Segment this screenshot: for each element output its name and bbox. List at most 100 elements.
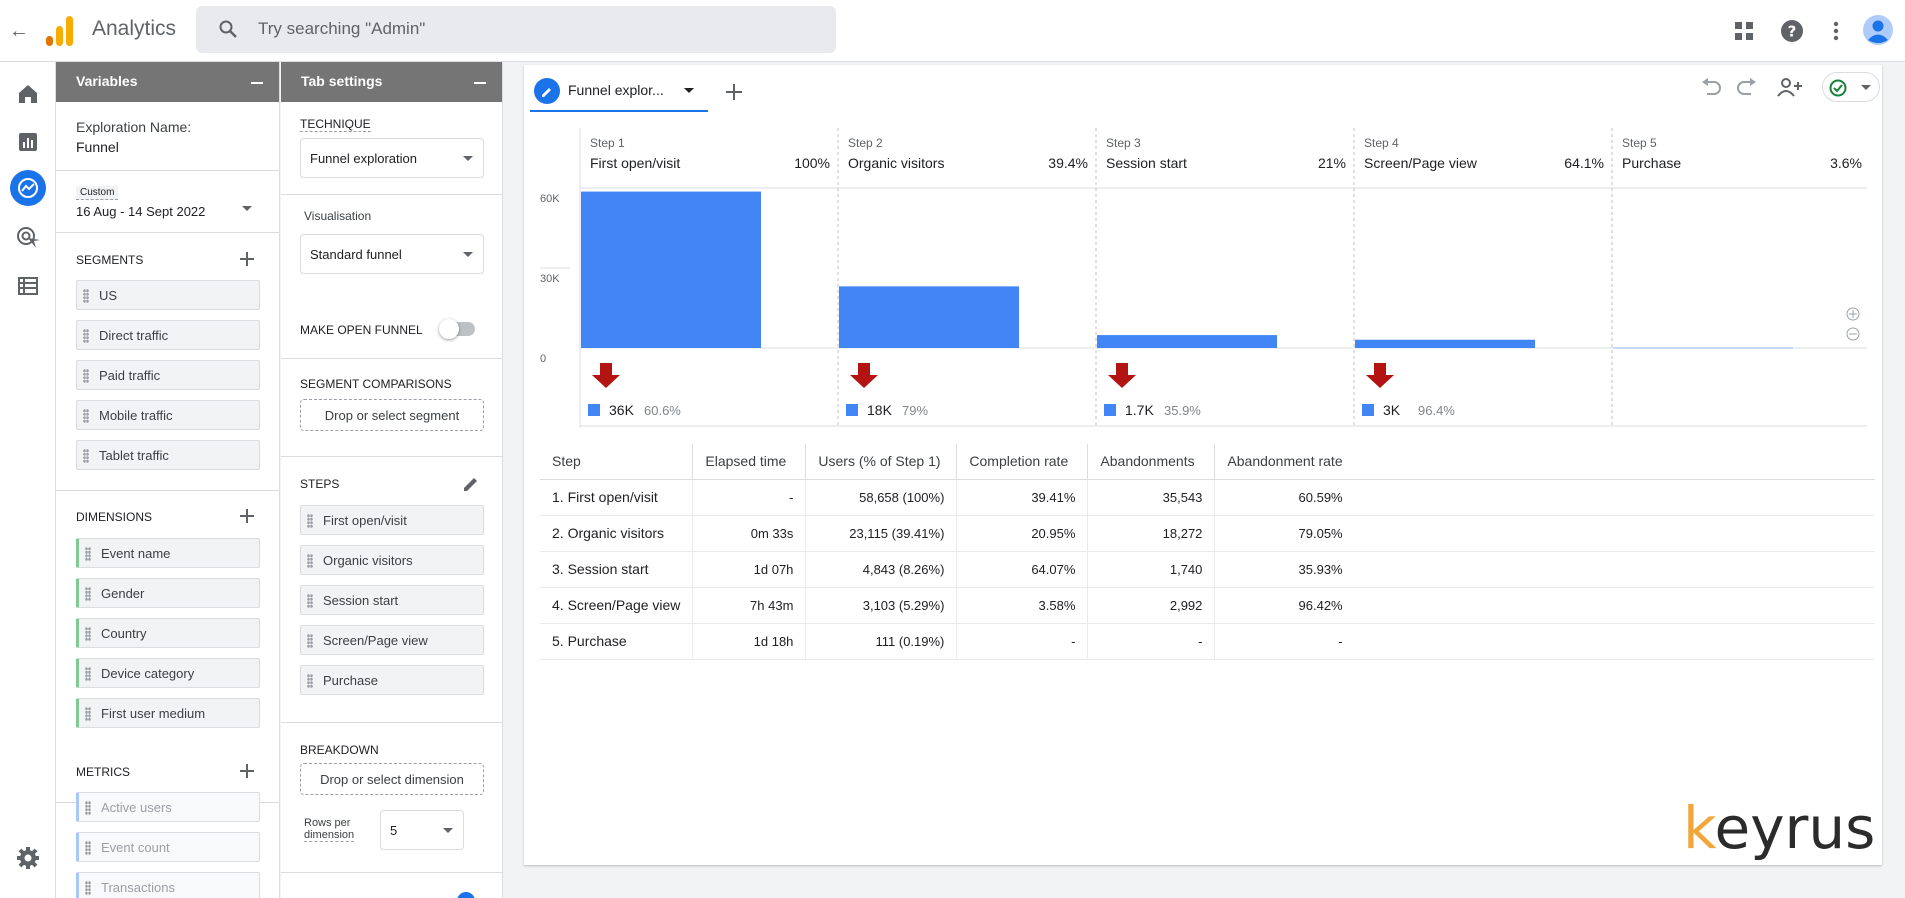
- segment-chip[interactable]: Direct traffic: [76, 320, 260, 350]
- account-avatar-icon[interactable]: [1862, 14, 1894, 46]
- segment-chip[interactable]: Mobile traffic: [76, 400, 260, 430]
- dimension-chip[interactable]: First user medium: [76, 698, 260, 728]
- advertising-icon[interactable]: [14, 224, 42, 252]
- dimension-chip[interactable]: Event name: [76, 538, 260, 568]
- more-vert-icon[interactable]: [1822, 17, 1850, 45]
- table-cell: 1d 18h: [692, 623, 806, 660]
- segment-chip[interactable]: US: [76, 280, 260, 310]
- left-nav-rail: [0, 62, 56, 898]
- apps-grid-icon[interactable]: [1730, 17, 1758, 45]
- share-add-user-icon[interactable]: [1774, 76, 1804, 98]
- exploration-name-field[interactable]: Funnel: [76, 139, 119, 155]
- drag-handle-icon[interactable]: [85, 547, 91, 561]
- table-cell: -: [692, 479, 806, 516]
- y-tick-label: 60K: [540, 193, 560, 205]
- drag-handle-icon[interactable]: [83, 409, 89, 423]
- drag-handle-icon[interactable]: [83, 369, 89, 383]
- search-input[interactable]: [258, 16, 798, 42]
- zoom-out-icon[interactable]: [1846, 327, 1860, 341]
- step-chip[interactable]: Organic visitors: [300, 545, 484, 575]
- abandon-value: 3K: [1383, 402, 1401, 418]
- save-status-button[interactable]: [1822, 72, 1880, 102]
- metric-chip-label: Active users: [101, 800, 172, 815]
- configure-list-icon[interactable]: [14, 272, 42, 300]
- drag-handle-icon[interactable]: [85, 881, 91, 895]
- explore-icon[interactable]: [10, 170, 46, 206]
- dimension-chip[interactable]: Gender: [76, 578, 260, 608]
- segment-drop-zone[interactable]: Drop or select segment: [300, 399, 484, 431]
- table-header[interactable]: Step: [540, 444, 693, 480]
- table-header[interactable]: Completion rate: [956, 444, 1088, 480]
- drag-handle-icon[interactable]: [307, 674, 313, 688]
- open-funnel-toggle[interactable]: [439, 319, 475, 339]
- metric-chip[interactable]: Event count: [76, 832, 260, 862]
- table-header[interactable]: Abandonment rate: [1214, 444, 1355, 480]
- edit-tab-pencil-icon[interactable]: [534, 78, 560, 104]
- drop-arrow-icon: [1366, 363, 1394, 388]
- table-row: 5. Purchase 1d 18h 111 (0.19%) - - -: [540, 623, 1875, 660]
- drag-handle-icon[interactable]: [85, 587, 91, 601]
- minimize-variables-icon[interactable]: [251, 82, 263, 84]
- drag-handle-icon[interactable]: [83, 329, 89, 343]
- tab-dropdown-icon[interactable]: [684, 88, 694, 98]
- search-bar[interactable]: [196, 6, 836, 53]
- back-arrow-icon[interactable]: ←: [9, 20, 29, 42]
- save-status-dropdown-icon[interactable]: [1861, 85, 1871, 95]
- rows-per-dimension-select[interactable]: 5: [380, 810, 464, 850]
- table-header[interactable]: Users (% of Step 1): [805, 444, 957, 480]
- breakdown-drop-zone[interactable]: Drop or select dimension: [300, 763, 484, 795]
- add-metric-icon[interactable]: [240, 764, 254, 778]
- step-chip[interactable]: Purchase: [300, 665, 484, 695]
- date-dropdown-icon[interactable]: [242, 206, 252, 216]
- table-header[interactable]: Abandonments: [1087, 444, 1215, 480]
- add-dimension-icon[interactable]: [240, 509, 254, 523]
- segment-chip[interactable]: Paid traffic: [76, 360, 260, 390]
- add-tab-icon[interactable]: [722, 80, 746, 104]
- step-chip[interactable]: First open/visit: [300, 505, 484, 535]
- partial-toggle-icon[interactable]: [457, 892, 475, 898]
- drag-handle-icon[interactable]: [85, 667, 91, 681]
- settings-gear-icon[interactable]: [14, 844, 42, 872]
- variables-title: Variables: [76, 73, 138, 89]
- home-icon[interactable]: [14, 80, 42, 108]
- segment-chip[interactable]: Tablet traffic: [76, 440, 260, 470]
- drag-handle-icon[interactable]: [85, 841, 91, 855]
- drag-handle-icon[interactable]: [307, 554, 313, 568]
- edit-steps-pencil-icon[interactable]: [461, 474, 481, 494]
- visualisation-select[interactable]: Standard funnel: [300, 234, 484, 274]
- minimize-tab-settings-icon[interactable]: [474, 82, 486, 84]
- dimension-chip[interactable]: Device category: [76, 658, 260, 688]
- drag-handle-icon[interactable]: [85, 707, 91, 721]
- table-cell: 1,740: [1087, 551, 1215, 588]
- step-chip[interactable]: Screen/Page view: [300, 625, 484, 655]
- metric-chip[interactable]: Active users: [76, 792, 260, 822]
- redo-icon[interactable]: [1734, 76, 1760, 98]
- help-icon[interactable]: ?: [1778, 17, 1806, 45]
- date-range[interactable]: 16 Aug - 14 Sept 2022: [76, 204, 206, 219]
- metric-chip-label: Transactions: [101, 880, 175, 895]
- drag-handle-icon[interactable]: [307, 634, 313, 648]
- drag-handle-icon[interactable]: [85, 627, 91, 641]
- date-badge: Custom: [76, 186, 119, 200]
- step-percent-label: 64.1%: [1564, 155, 1604, 171]
- step-chip[interactable]: Session start: [300, 585, 484, 615]
- zoom-in-icon[interactable]: [1846, 307, 1860, 321]
- table-cell: 1. First open/visit: [540, 479, 693, 516]
- metric-chip[interactable]: Transactions: [76, 872, 260, 898]
- dimension-chip[interactable]: Country: [76, 618, 260, 648]
- technique-select[interactable]: Funnel exploration: [300, 138, 484, 178]
- reports-icon[interactable]: [14, 128, 42, 156]
- add-segment-icon[interactable]: [240, 252, 254, 266]
- drag-handle-icon[interactable]: [83, 449, 89, 463]
- table-cell: 96.42%: [1214, 587, 1355, 624]
- table-header[interactable]: Elapsed time: [692, 444, 806, 480]
- table-cell: -: [1214, 623, 1355, 660]
- drag-handle-icon[interactable]: [307, 514, 313, 528]
- tab-funnel-exploration[interactable]: Funnel explor...: [530, 70, 708, 112]
- drop-arrow-icon: [592, 363, 620, 388]
- undo-icon[interactable]: [1698, 76, 1724, 98]
- drag-handle-icon[interactable]: [85, 801, 91, 815]
- segment-chip-label: Tablet traffic: [99, 448, 169, 463]
- drag-handle-icon[interactable]: [83, 289, 89, 303]
- drag-handle-icon[interactable]: [307, 594, 313, 608]
